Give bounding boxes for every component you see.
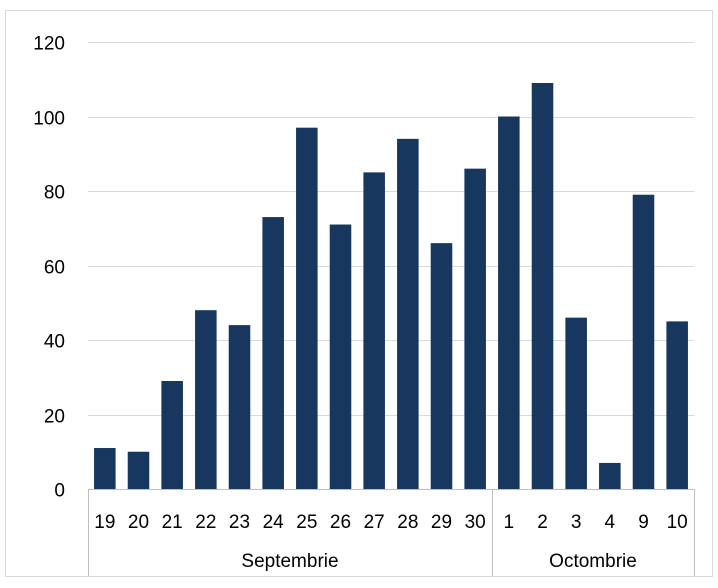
bar-30 [464, 169, 486, 489]
y-axis-tick-labels: 0 20 40 60 80 100 120 [33, 34, 65, 502]
bar-24 [262, 217, 284, 489]
bar-3 [565, 318, 587, 489]
x-tick-label: 30 [465, 512, 486, 533]
x-tick-label: 10 [667, 512, 688, 533]
bar-4 [599, 463, 621, 489]
y-tick-label: 120 [33, 34, 65, 55]
bar-21 [161, 381, 183, 489]
x-tick-label: 3 [571, 512, 582, 533]
bar-9 [633, 195, 655, 489]
x-tick-label: 27 [364, 512, 385, 533]
y-tick-label: 40 [44, 332, 65, 353]
x-axis-tick-labels: 19 20 21 22 23 24 25 26 27 28 29 30 1 2 3 4 9 10 [94, 512, 687, 533]
y-tick-label: 0 [54, 481, 65, 502]
x-tick-label: 25 [296, 512, 317, 533]
x-tick-label: 24 [263, 512, 285, 533]
bar-29 [431, 243, 453, 489]
x-tick-label: 21 [162, 512, 183, 533]
bar-10 [666, 321, 688, 489]
x-tick-label: 20 [128, 512, 149, 533]
x-tick-label: 23 [229, 512, 250, 533]
y-tick-label: 60 [44, 258, 65, 279]
x-group-label: Septembrie [241, 551, 338, 572]
y-tick-label: 100 [33, 109, 65, 130]
bar-28 [397, 139, 419, 489]
bar-2 [532, 83, 554, 489]
x-tick-label: 9 [638, 512, 649, 533]
bar-19 [94, 448, 116, 489]
chart-frame [6, 11, 713, 577]
x-tick-label: 19 [94, 512, 115, 533]
x-tick-label: 26 [330, 512, 351, 533]
y-tick-label: 20 [44, 407, 65, 428]
x-tick-label: 1 [504, 512, 515, 533]
x-tick-label: 28 [397, 512, 418, 533]
bar-1 [498, 117, 520, 490]
bar-22 [195, 310, 217, 489]
bar-20 [128, 452, 150, 489]
bar-27 [363, 172, 385, 489]
bar-25 [296, 128, 318, 489]
x-group-label: Octombrie [549, 551, 637, 572]
bars [94, 83, 688, 489]
bar-23 [229, 325, 251, 489]
bar-26 [330, 225, 352, 489]
x-tick-label: 29 [431, 512, 452, 533]
x-tick-label: 22 [195, 512, 216, 533]
x-tick-label: 2 [537, 512, 548, 533]
x-tick-label: 4 [605, 512, 616, 533]
y-tick-label: 80 [44, 183, 65, 204]
